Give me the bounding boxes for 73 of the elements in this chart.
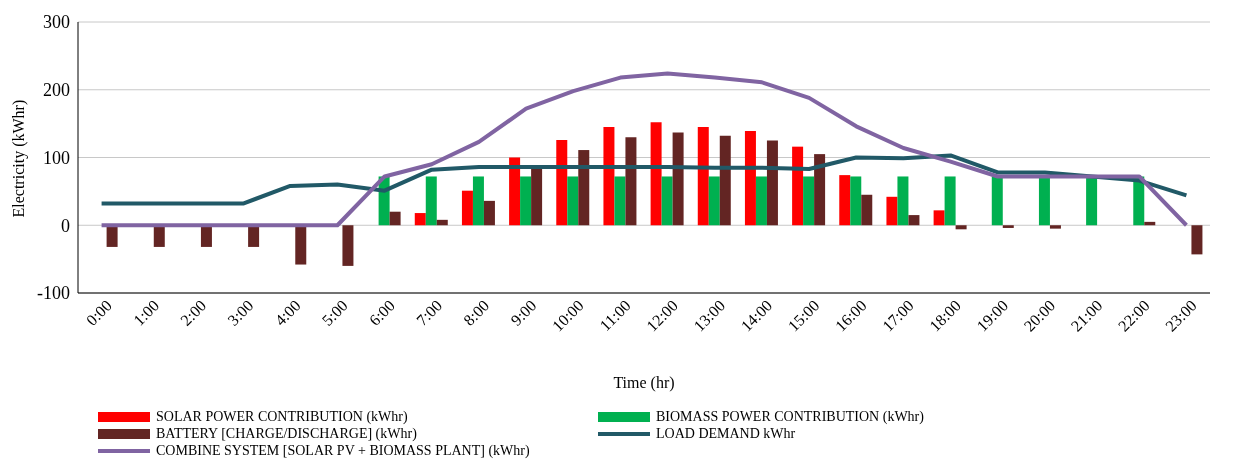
y-tick-label: 300 — [43, 12, 70, 33]
bar — [414, 213, 426, 226]
legend-label: LOAD DEMAND kWhr — [656, 425, 796, 442]
bar — [1002, 225, 1014, 228]
bar — [295, 225, 307, 265]
line-series — [99, 153, 1189, 206]
x-tick-label: 0:00 — [82, 296, 116, 329]
bar — [897, 176, 909, 226]
bar — [839, 175, 851, 226]
bar — [603, 127, 615, 226]
line-series — [99, 71, 1189, 228]
legend-label: SOLAR POWER CONTRIBUTION (kWhr) — [156, 408, 408, 425]
bar — [1049, 225, 1061, 229]
x-tick-label: 3:00 — [224, 296, 257, 329]
bar — [755, 176, 767, 226]
bar — [578, 150, 590, 226]
bar — [472, 176, 484, 226]
bar — [200, 225, 212, 247]
bar — [425, 176, 437, 226]
bar — [106, 225, 118, 247]
bar — [153, 225, 165, 247]
legend-label: BIOMASS POWER CONTRIBUTION (kWhr) — [656, 408, 924, 425]
bar — [483, 200, 495, 226]
legend-label: COMBINE SYSTEM [SOLAR PV + BIOMASS PLANT] (kWhr) — [156, 442, 530, 459]
x-tick-label: 7:00 — [413, 296, 446, 329]
y-tick-label: 0 — [61, 215, 70, 236]
bar — [248, 225, 260, 247]
bar — [933, 210, 945, 226]
x-tick-label: 2:00 — [177, 296, 210, 329]
x-tick-label: 9:00 — [507, 296, 540, 329]
bar — [556, 139, 568, 226]
legend-label: BATTERY [CHARGE/DISCHARGE] (kWhr) — [156, 425, 417, 442]
bar — [661, 176, 673, 226]
bar — [1038, 176, 1050, 226]
bar — [614, 176, 626, 226]
bar — [461, 190, 473, 226]
bar — [531, 167, 543, 226]
bar — [719, 135, 731, 226]
bar — [342, 225, 354, 266]
bar — [886, 196, 898, 226]
bar — [1086, 176, 1098, 226]
bar — [803, 176, 815, 226]
bar — [672, 132, 684, 226]
bar — [991, 176, 1003, 226]
bar — [850, 176, 862, 226]
bar — [744, 131, 756, 226]
bar — [389, 211, 401, 226]
x-tick-label: 1:00 — [130, 296, 163, 329]
bar — [697, 127, 709, 226]
x-tick-label: 8:00 — [460, 296, 493, 329]
x-tick-label: 4:00 — [271, 296, 304, 329]
x-tick-label: 6:00 — [365, 296, 399, 329]
bar — [650, 122, 662, 226]
bar — [861, 194, 873, 226]
y-tick-label: 100 — [43, 147, 70, 168]
bar — [944, 176, 956, 226]
bar — [908, 215, 920, 226]
bar — [625, 137, 637, 226]
bar — [567, 176, 579, 226]
bar — [955, 225, 967, 230]
y-tick-label: 200 — [43, 80, 70, 101]
y-tick-label: -100 — [37, 283, 70, 304]
bar — [520, 176, 532, 226]
bar — [766, 140, 778, 226]
bar — [792, 146, 804, 226]
bar — [1191, 225, 1203, 255]
x-axis-title: Time (hr) — [613, 374, 675, 392]
x-tick-label: 5:00 — [318, 296, 351, 329]
bar — [814, 154, 826, 226]
bar — [708, 176, 720, 226]
bar — [509, 157, 521, 226]
y-axis-title: Electricity (kWhr) — [9, 99, 28, 218]
bar — [436, 219, 448, 226]
